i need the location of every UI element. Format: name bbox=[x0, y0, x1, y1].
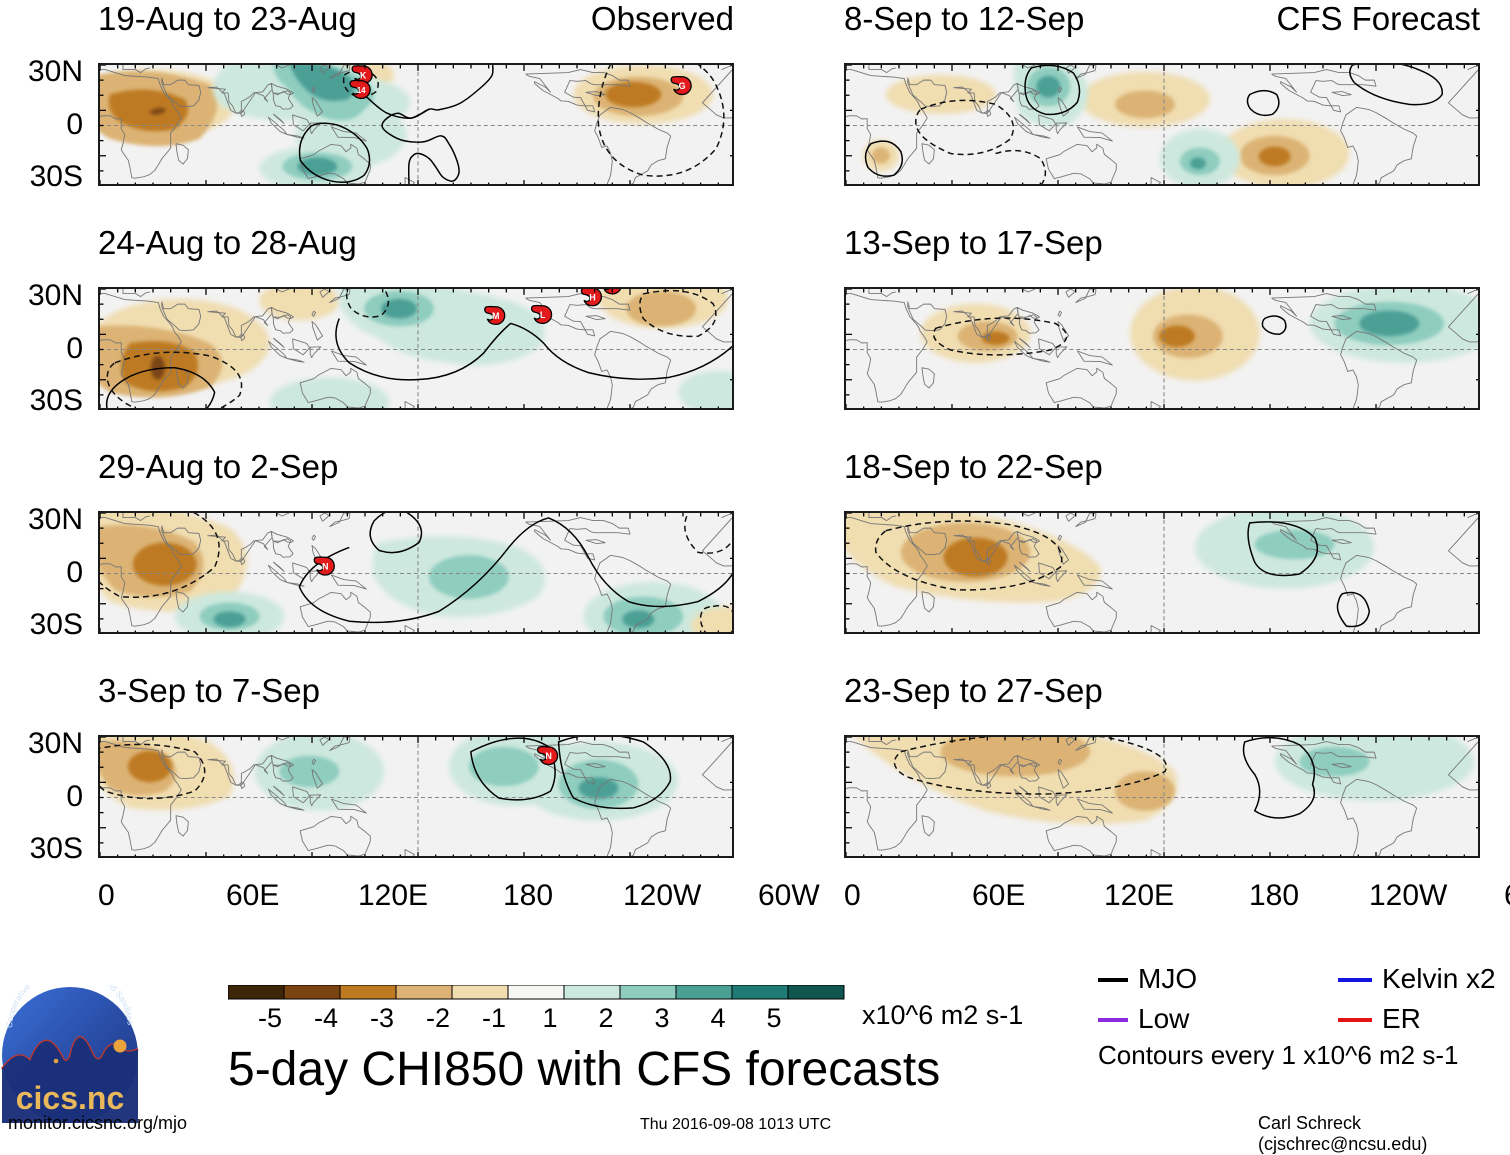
svg-text:H: H bbox=[589, 292, 595, 302]
svg-text:G: G bbox=[679, 81, 686, 91]
svg-text:N: N bbox=[545, 751, 551, 761]
svg-text:M: M bbox=[492, 311, 499, 321]
svg-text:N: N bbox=[322, 562, 328, 572]
svg-text:L: L bbox=[540, 310, 546, 320]
svg-text:cics.nc: cics.nc bbox=[16, 1080, 125, 1116]
svg-text:14: 14 bbox=[357, 86, 366, 95]
svg-text:K: K bbox=[360, 70, 367, 80]
